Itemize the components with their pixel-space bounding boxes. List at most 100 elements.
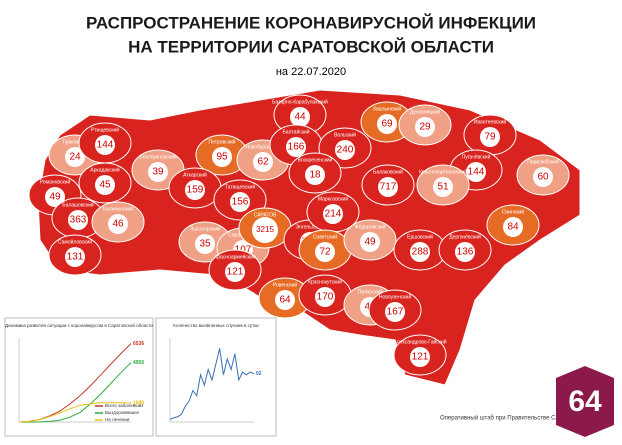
district-count: 44	[294, 112, 306, 123]
count-badge	[45, 187, 65, 207]
district-count: 214	[325, 209, 342, 220]
count-badge	[230, 192, 250, 212]
district-count: 51	[437, 182, 449, 193]
series-line	[18, 402, 132, 423]
district-name: Калининский	[103, 205, 133, 212]
district-count: 170	[317, 292, 334, 303]
count-badge	[533, 167, 553, 187]
legend-label: На лечении	[105, 417, 130, 422]
count-badge	[455, 242, 475, 262]
count-badge	[305, 165, 325, 185]
district-name: Новоузенский	[379, 293, 411, 300]
count-badge	[108, 214, 128, 234]
district: Ершовский 288	[393, 229, 447, 271]
district-count: 46	[112, 219, 124, 230]
district-count: 45	[99, 180, 111, 191]
count-badge	[290, 107, 310, 127]
district: Аткарский 159	[168, 167, 222, 209]
district-name: Татищевский	[225, 183, 256, 190]
district-count: 29	[419, 122, 431, 133]
district-name: Питерский	[358, 288, 383, 295]
district-name: Ершовский	[407, 233, 433, 240]
district-count: 144	[97, 140, 114, 151]
logo: 64	[568, 385, 602, 418]
count-badge	[148, 162, 168, 182]
count-badge	[252, 217, 278, 243]
district: Перелюбский 60	[516, 154, 570, 196]
district-name: Советский	[313, 233, 337, 240]
district-count: 166	[288, 142, 305, 153]
district: Фёдоровский 49	[343, 219, 397, 261]
series-line	[169, 348, 255, 420]
district: Самойловский 131	[48, 234, 102, 276]
district-name: Петровский	[209, 138, 236, 145]
district: Духовницкий 29	[398, 104, 452, 146]
district-name: Марксовский	[318, 195, 348, 202]
district-count: 35	[199, 239, 211, 250]
footer: Оперативный штаб при Правительстве Сарат…	[440, 415, 611, 422]
count-badge	[68, 210, 88, 230]
end-label: 4956	[133, 360, 144, 366]
district-count: 24	[69, 152, 81, 163]
count-badge	[360, 232, 380, 252]
district-name: Балашовский	[62, 201, 94, 208]
district-name: Красноармейский	[214, 253, 256, 260]
district-name: Ивантеевский	[474, 118, 507, 125]
district-count: 131	[67, 252, 84, 263]
district-count: 72	[319, 247, 331, 258]
district-count: 121	[227, 267, 244, 278]
district: САРАТОВ 3215	[238, 207, 292, 249]
district-name: Самойловский	[58, 238, 92, 245]
district-name: Аркадакский	[90, 166, 120, 173]
district-name: Базарно-Карабулакский	[272, 98, 328, 105]
count-badge	[503, 217, 523, 237]
legend-label: Выздоровевших	[105, 410, 140, 415]
legend-label: Всего заболевших	[105, 403, 144, 408]
chart-frame	[155, 317, 277, 437]
district: Советский 72	[298, 229, 352, 271]
count-badge	[212, 147, 232, 167]
district: Ртищевский 144	[78, 122, 132, 164]
district-name: Духовницкий	[410, 108, 440, 115]
district: Ивантеевский 79	[463, 114, 517, 156]
district: Краснокутский 170	[298, 274, 352, 316]
district-name: Балаковский	[373, 168, 403, 175]
district-count: 49	[49, 192, 61, 203]
count-badge	[385, 302, 405, 322]
count-badge	[253, 152, 273, 172]
count-badge	[195, 234, 215, 254]
count-badge	[433, 177, 453, 197]
count-badge	[185, 180, 205, 200]
district-name: Краснокутский	[308, 278, 342, 285]
district: Красноармейский 121	[208, 249, 262, 291]
district: Марксовский 214	[306, 191, 360, 233]
district-count: 288	[412, 247, 429, 258]
district-count: 62	[257, 157, 269, 168]
district-count: 107	[235, 245, 252, 256]
district-count: 363	[70, 215, 87, 226]
district-name: Ртищевский	[91, 126, 119, 133]
district: Воскресенский 18	[288, 152, 342, 194]
district-count: 49	[364, 237, 376, 248]
district: Новоузенский 167	[368, 289, 422, 331]
district-name: Фёдоровский	[355, 223, 386, 230]
district-name: Пугачёвский	[462, 153, 491, 160]
district-count: 84	[507, 222, 519, 233]
district-name: Энгельсский	[296, 223, 325, 230]
district-count: 64	[279, 295, 291, 306]
count-badge	[65, 247, 85, 267]
district-count: 39	[152, 167, 164, 178]
district-name: Дергачёвский	[449, 233, 481, 240]
count-badge	[410, 242, 430, 262]
district-count: 240	[337, 145, 354, 156]
district-name: Екатериновский	[139, 153, 177, 160]
district-count: 95	[216, 152, 228, 163]
district: Александрово-Гайский 121	[393, 334, 447, 376]
district-count: 717	[380, 182, 397, 193]
district-name: Ровенский	[273, 281, 298, 288]
district-count: 159	[187, 185, 204, 196]
title: РАСПРОСТРАНЕНИЕ КОРОНАВИРУСНОЙ ИНФЕКЦИИ	[86, 13, 536, 32]
district: Озинский 84	[486, 204, 540, 246]
district-name: Хвалынский	[373, 105, 401, 112]
